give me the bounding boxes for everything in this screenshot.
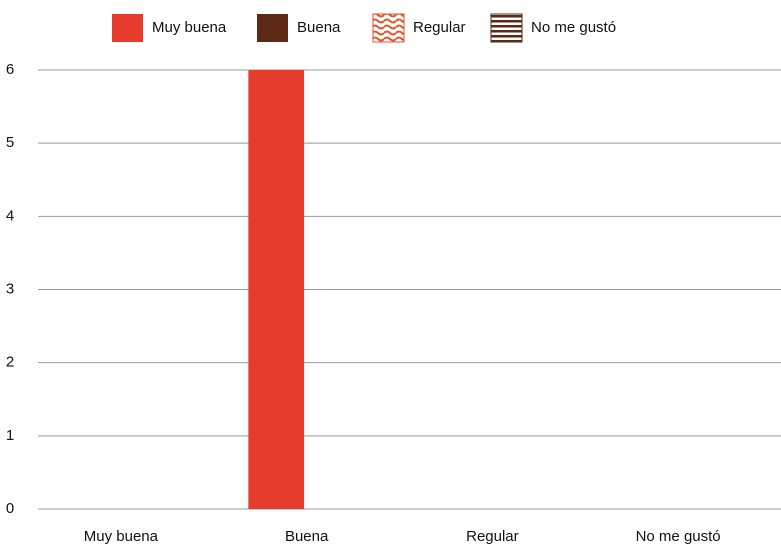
legend-label: Muy buena (152, 19, 227, 36)
x-tick-label: Regular (466, 528, 519, 545)
y-tick-label: 1 (6, 427, 14, 444)
y-tick-label: 2 (6, 354, 14, 371)
legend-swatch (257, 14, 288, 42)
legend-label: Regular (413, 19, 466, 36)
x-tick-label: Buena (285, 528, 329, 545)
x-tick-label: Muy buena (84, 528, 159, 545)
legend-swatch (372, 13, 405, 43)
legend-label: Buena (297, 19, 341, 36)
x-tick-label: No me gustó (636, 528, 721, 545)
y-tick-label: 6 (6, 61, 14, 78)
bar (248, 70, 305, 509)
y-tick-label: 4 (6, 207, 14, 224)
y-tick-label: 5 (6, 134, 14, 151)
y-tick-label: 3 (6, 280, 14, 297)
legend-swatch (490, 13, 523, 43)
y-tick-label: 0 (6, 500, 14, 517)
legend-label: No me gustó (531, 19, 616, 36)
legend-swatch (112, 14, 143, 42)
